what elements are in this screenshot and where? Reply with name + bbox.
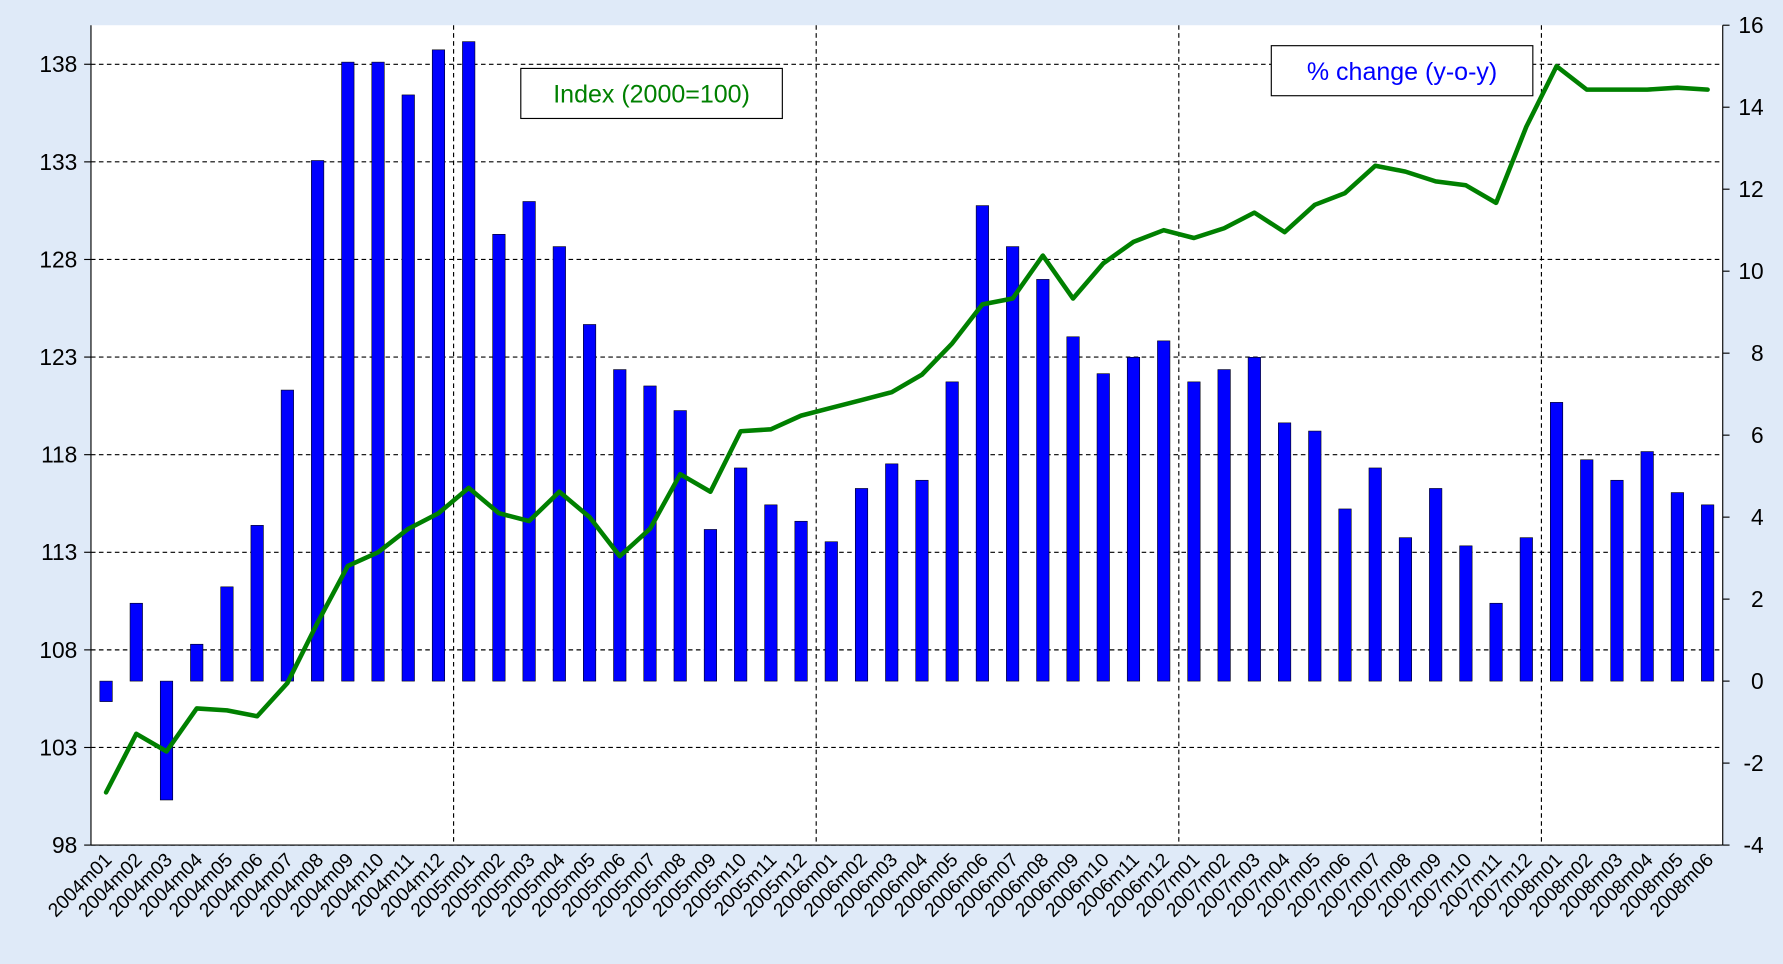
bar — [1126, 356, 1141, 682]
y2-tick-label: 10 — [1738, 258, 1763, 284]
bar — [1247, 356, 1261, 682]
y-tick-label: 98 — [52, 832, 77, 858]
bar — [1549, 402, 1564, 682]
bar — [1610, 479, 1624, 682]
marks — [99, 41, 1715, 801]
bar — [824, 541, 838, 682]
legend-box — [1270, 45, 1534, 97]
bar — [945, 381, 959, 682]
y2-tick-label: 8 — [1751, 340, 1764, 366]
grid — [90, 25, 1723, 846]
bar — [1338, 508, 1352, 682]
y2-tick-label: 4 — [1751, 504, 1764, 530]
bar — [1187, 381, 1201, 682]
bar — [522, 201, 536, 682]
bar — [1519, 537, 1533, 682]
y2-tick-label: 0 — [1751, 668, 1764, 694]
bar — [1096, 373, 1110, 682]
legend-label: Index (2000=100) — [553, 81, 750, 109]
bar — [401, 94, 415, 682]
bar — [250, 525, 264, 682]
y-tick-label: 138 — [39, 51, 77, 77]
y-tick-label: 133 — [39, 149, 77, 175]
bar — [1580, 459, 1594, 682]
y-tick-label: 113 — [41, 539, 77, 565]
bar — [129, 602, 143, 682]
bar — [764, 504, 778, 682]
bar — [1489, 602, 1503, 682]
y2-tick-label: 6 — [1751, 422, 1764, 448]
bar — [613, 369, 627, 682]
bar — [794, 520, 808, 682]
bar — [1157, 340, 1171, 682]
bar — [1278, 422, 1292, 682]
y-tick-label: 103 — [39, 734, 77, 760]
y-tick-label: 123 — [39, 344, 77, 370]
bar — [159, 680, 174, 801]
bar — [583, 324, 597, 682]
bar — [220, 586, 234, 682]
bar — [371, 61, 385, 682]
bar — [1459, 545, 1473, 682]
bar — [462, 41, 476, 682]
y2-tick-label: 16 — [1738, 12, 1763, 38]
y2-tick-label: -4 — [1743, 832, 1763, 858]
bar — [1368, 467, 1382, 682]
bar — [703, 529, 717, 682]
bar — [311, 160, 325, 682]
y-tick-label: 128 — [39, 246, 77, 272]
bar — [734, 467, 748, 682]
bar — [1006, 246, 1020, 682]
line — [103, 63, 1710, 795]
bar — [673, 410, 687, 682]
bar — [280, 389, 294, 682]
bar — [99, 680, 113, 702]
legend-box — [520, 67, 783, 120]
legend-label: % change (y-o-y) — [1307, 58, 1497, 86]
y2-tick-label: 12 — [1738, 176, 1763, 202]
bar — [341, 61, 355, 682]
bar — [854, 488, 869, 682]
bar — [1036, 279, 1050, 682]
bar — [1701, 504, 1715, 682]
bar — [1217, 369, 1231, 682]
y2-tick-label: 2 — [1751, 586, 1764, 612]
bar — [975, 205, 989, 682]
bar — [915, 479, 929, 682]
bar — [190, 643, 204, 682]
bar — [1398, 537, 1412, 682]
bar — [1640, 451, 1654, 682]
bar — [431, 49, 446, 682]
plot-area — [90, 25, 1723, 846]
bar — [1670, 492, 1684, 682]
bar — [1066, 336, 1080, 682]
bar — [1308, 430, 1322, 682]
bar — [1429, 488, 1443, 682]
bar — [885, 463, 899, 682]
bar — [552, 246, 566, 682]
bar — [492, 234, 506, 682]
y2-tick-label: 14 — [1738, 94, 1763, 120]
y2-tick-label: -2 — [1743, 750, 1763, 776]
y-tick-label: 108 — [39, 637, 77, 663]
y-tick-label: 118 — [41, 442, 77, 468]
